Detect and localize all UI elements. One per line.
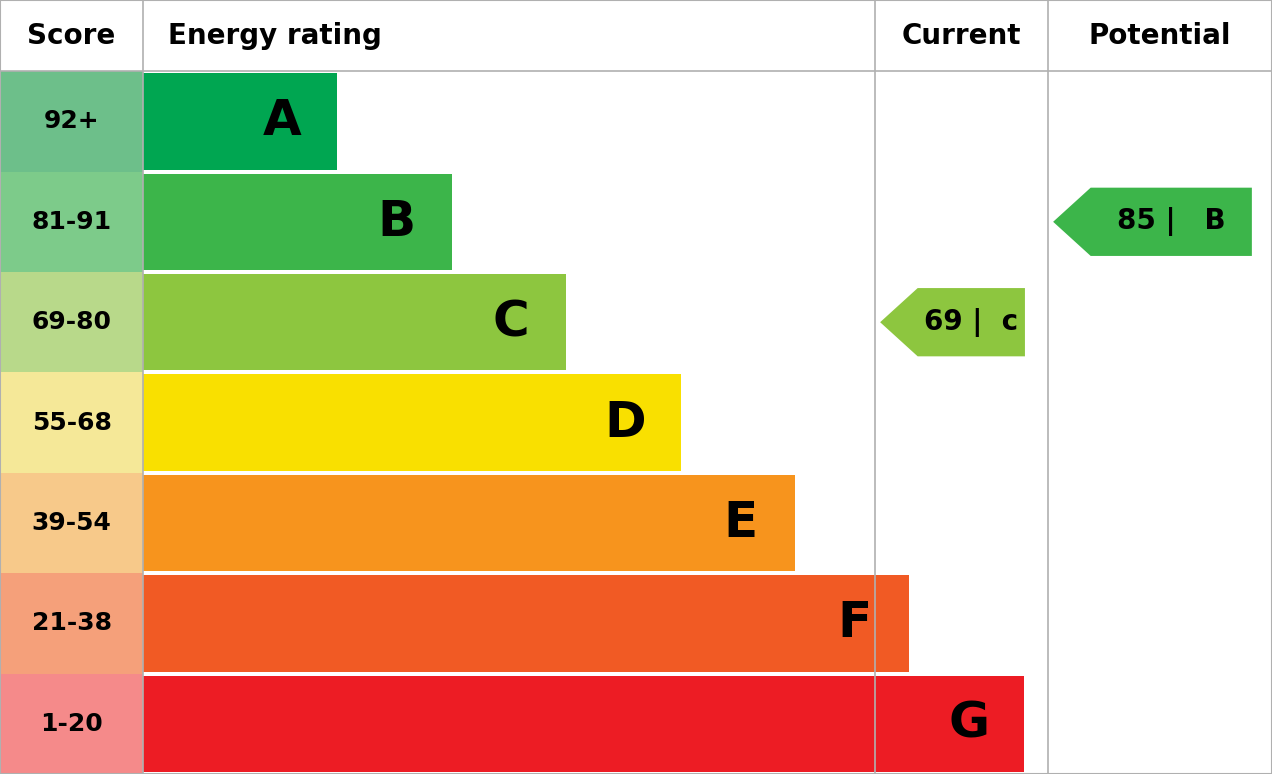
- Text: Current: Current: [902, 22, 1021, 50]
- Text: Score: Score: [28, 22, 116, 50]
- Bar: [142, 173, 452, 270]
- Bar: [142, 575, 909, 672]
- Bar: [142, 74, 337, 170]
- Text: Energy rating: Energy rating: [168, 22, 382, 50]
- Text: A: A: [263, 98, 301, 146]
- Text: D: D: [604, 399, 646, 447]
- Text: E: E: [722, 499, 757, 547]
- Text: 69 |  c: 69 | c: [925, 308, 1019, 337]
- Polygon shape: [880, 288, 1025, 356]
- Bar: [0, 574, 142, 673]
- Text: 55-68: 55-68: [32, 410, 112, 435]
- Bar: [0, 673, 142, 774]
- Bar: [0, 272, 142, 372]
- Bar: [142, 274, 566, 371]
- Polygon shape: [1053, 187, 1252, 256]
- Text: 81-91: 81-91: [32, 210, 112, 234]
- Bar: [0, 71, 142, 172]
- Text: 85 |   B: 85 | B: [1117, 207, 1226, 236]
- Text: F: F: [837, 599, 871, 647]
- Text: 1-20: 1-20: [41, 712, 103, 736]
- Text: B: B: [378, 198, 416, 246]
- Bar: [0, 372, 142, 473]
- Text: 92+: 92+: [43, 109, 99, 133]
- Text: C: C: [492, 298, 529, 346]
- Text: G: G: [949, 700, 990, 748]
- Bar: [142, 375, 681, 471]
- Text: 69-80: 69-80: [32, 310, 112, 334]
- Bar: [0, 473, 142, 574]
- Bar: [142, 474, 795, 571]
- Bar: [0, 172, 142, 272]
- Text: 39-54: 39-54: [32, 511, 112, 535]
- Bar: [142, 676, 1024, 772]
- Text: 21-38: 21-38: [32, 611, 112, 635]
- Text: Potential: Potential: [1089, 22, 1231, 50]
